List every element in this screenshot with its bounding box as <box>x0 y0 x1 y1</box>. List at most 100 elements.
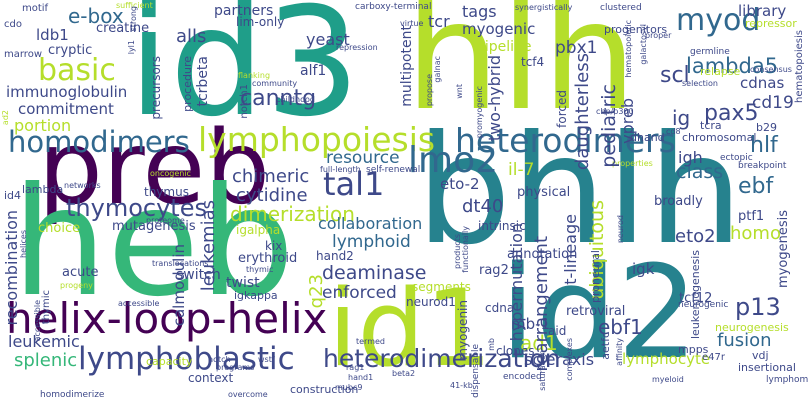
word-chromosomal: chromosomal <box>682 131 757 144</box>
word-lymphopoiesis: lymphopoiesis <box>198 120 436 159</box>
word-myeloid: complexes <box>565 338 574 381</box>
word-lim-only: lim-only <box>236 15 285 29</box>
word-tcr: tcr <box>428 12 450 31</box>
word-saturation: functionally <box>461 226 470 273</box>
word-id4: id4 <box>4 189 22 202</box>
word-myogenic: myogenic <box>462 20 536 38</box>
word-igk: igk <box>632 260 655 278</box>
word-repression: community <box>252 79 298 88</box>
word-leukemias: leukemias <box>198 200 219 292</box>
word-beta2: rag1 <box>346 363 365 372</box>
word-scl: scl <box>660 63 690 88</box>
word-lymphoblastic: lymphoblastic <box>78 341 295 377</box>
word-collaboration: collaboration <box>318 214 423 233</box>
word-mpps: mpps <box>678 343 709 356</box>
word-progeny: progeny <box>60 281 93 290</box>
word-lambda: lambda <box>22 183 64 196</box>
word-galactosyl: mb <box>487 338 496 351</box>
word-ldb1: ldb1 <box>36 26 69 44</box>
word-properties: properties <box>612 159 653 168</box>
word-ebf: ebf <box>738 174 774 199</box>
word-proneural: proneural <box>589 250 602 304</box>
word-yeast: yeast <box>306 30 350 49</box>
word-alf1: alf1 <box>300 63 327 79</box>
word-annotation: annotation <box>507 247 578 262</box>
word-eto2: eto2 <box>675 226 716 247</box>
word-id2: id2 <box>500 239 699 388</box>
word-flanking: aetfc <box>599 332 612 360</box>
word-broadly: broadly <box>654 194 703 209</box>
word-self-renewal: self-renewal <box>366 165 421 175</box>
word-proteome: proteome <box>146 216 185 225</box>
word-ebf1: ebf1 <box>598 315 643 339</box>
word-switch: switch <box>176 267 221 283</box>
word-myod: myod <box>676 3 761 38</box>
word-igkappa: igkappa <box>234 289 278 302</box>
word-homodimerize: wstf <box>258 355 275 364</box>
word-choice: choice <box>38 221 81 236</box>
word-complexes: 41-kb <box>450 381 473 390</box>
word-tcra: tcra <box>700 119 722 132</box>
word-intrinsic: intrinsic <box>478 219 526 233</box>
word-neurogenesis: neurogenesis <box>715 321 789 334</box>
word-basic: basic <box>38 53 116 88</box>
word-homo: homo <box>730 223 781 244</box>
word-heterodimerization: heterodimerization <box>323 344 561 373</box>
word-hand2: hand2 <box>316 249 354 263</box>
word-tcf4: tcf4 <box>521 55 545 69</box>
word-affinity: encoded <box>503 372 542 382</box>
word-wnt: forced <box>555 90 569 128</box>
word-termed: hand1 <box>348 373 374 382</box>
word-mb: saturation <box>538 350 547 391</box>
word-hematopoietic: galnac <box>433 56 442 83</box>
word-mb-1: mb-1 <box>511 315 551 333</box>
word-virtue: childhood <box>276 95 315 104</box>
word-helix-loop-helix: helix-loop-helix <box>6 294 328 343</box>
word-vpreb: vpreb <box>618 98 637 144</box>
word-leukemogenesis: leukemogenesis <box>689 250 702 339</box>
word-cd19: cd19 <box>752 93 794 113</box>
word-aid: aid <box>548 324 567 338</box>
word-library: library <box>738 2 787 20</box>
word-tal1: tal1 <box>323 165 385 203</box>
word-hematopoiesis: hematopoiesis <box>794 30 805 103</box>
word-synergistically: synergistically <box>515 3 573 12</box>
word-eto-2: eto-2 <box>440 175 480 193</box>
word-cbp-p300: neurogenic <box>678 300 729 310</box>
word-wstf: notch <box>208 355 231 364</box>
word-rate: galactosyl <box>639 24 648 65</box>
word-41-kb: beta2 <box>392 369 416 378</box>
word-hand1: mubc9 <box>335 383 363 392</box>
word-strong: strong <box>129 6 138 32</box>
word-lymphoma: lymphoma <box>766 375 808 385</box>
word-overcome: context <box>188 371 234 385</box>
word-preb: preb <box>38 109 270 228</box>
word-fusion: fusion <box>717 330 772 351</box>
word-segments: segments <box>412 280 471 294</box>
word-calmodulin: calmodulin <box>170 244 188 327</box>
word-products: wnt <box>455 84 464 99</box>
word-il-7: il-7 <box>508 160 535 180</box>
word-bhlh: bhlh <box>416 104 744 278</box>
word-tags: tags <box>462 2 497 21</box>
word-igh: igh <box>678 148 703 167</box>
word-carboxy-terminal: carboxy-terminal <box>355 2 432 12</box>
word-igalpha: igalpha <box>236 223 281 237</box>
word-commitment: commitment <box>18 100 114 118</box>
word-breakpoint: breakpoint <box>738 161 787 171</box>
word-rag1: construction <box>290 383 359 396</box>
word-leukemic: leukemic <box>8 332 80 351</box>
word-neurogenic: affinity <box>615 338 624 366</box>
word-consensus: consensus <box>750 65 792 74</box>
word-lymphoid: lymphoid <box>332 232 411 252</box>
word-ectopic: ectopic <box>720 153 753 163</box>
word-procedure: procedure <box>181 56 194 112</box>
word-partners: partners <box>214 3 274 19</box>
word-cytidine: cytidine <box>236 185 308 206</box>
word-b29: b29 <box>756 121 777 134</box>
word-encoded: termed <box>356 337 385 346</box>
word-enforced: enforced <box>322 283 397 303</box>
word-pax5: pax5 <box>704 101 759 126</box>
word-programs: capacity <box>146 355 193 368</box>
word-t-lineage: t-lineage <box>561 214 580 285</box>
